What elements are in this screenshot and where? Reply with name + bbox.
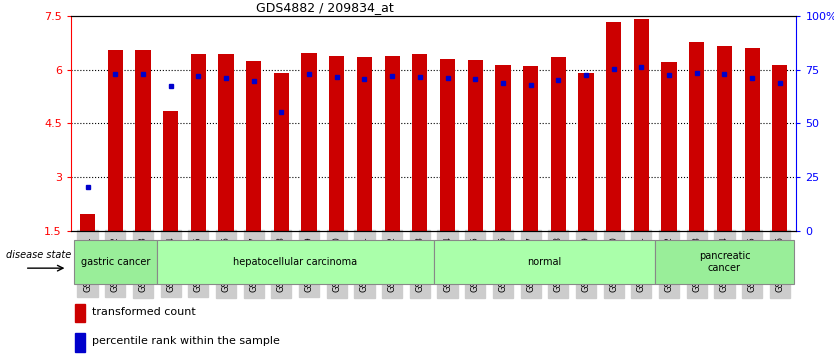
Bar: [191, 54, 206, 231]
Bar: [75, 333, 85, 351]
Bar: [579, 73, 594, 231]
Bar: [495, 65, 510, 231]
Bar: [745, 48, 760, 231]
Title: GDS4882 / 209834_at: GDS4882 / 209834_at: [256, 1, 394, 14]
Bar: [412, 54, 428, 231]
FancyBboxPatch shape: [73, 240, 157, 284]
Bar: [772, 65, 787, 231]
Bar: [523, 66, 538, 231]
Bar: [661, 62, 676, 231]
FancyBboxPatch shape: [656, 240, 794, 284]
Bar: [689, 42, 705, 231]
Bar: [440, 59, 455, 231]
Bar: [717, 46, 732, 231]
Bar: [634, 19, 649, 231]
Bar: [606, 22, 621, 231]
Text: percentile rank within the sample: percentile rank within the sample: [92, 336, 279, 346]
Bar: [135, 50, 150, 231]
FancyBboxPatch shape: [157, 240, 434, 284]
Text: normal: normal: [527, 257, 561, 267]
Bar: [75, 304, 85, 322]
Bar: [274, 73, 289, 231]
Bar: [163, 111, 178, 231]
Text: pancreatic
cancer: pancreatic cancer: [699, 252, 751, 273]
Bar: [219, 54, 234, 231]
FancyBboxPatch shape: [434, 240, 656, 284]
Bar: [301, 53, 317, 231]
Bar: [468, 60, 483, 231]
Bar: [357, 57, 372, 231]
Text: gastric cancer: gastric cancer: [81, 257, 150, 267]
Text: disease state: disease state: [6, 250, 71, 260]
Bar: [384, 56, 399, 231]
Bar: [329, 56, 344, 231]
Bar: [80, 215, 95, 231]
Bar: [246, 61, 261, 231]
Text: hepatocellular carcinoma: hepatocellular carcinoma: [234, 257, 357, 267]
Text: transformed count: transformed count: [92, 307, 195, 317]
Bar: [108, 50, 123, 231]
Bar: [550, 57, 566, 231]
